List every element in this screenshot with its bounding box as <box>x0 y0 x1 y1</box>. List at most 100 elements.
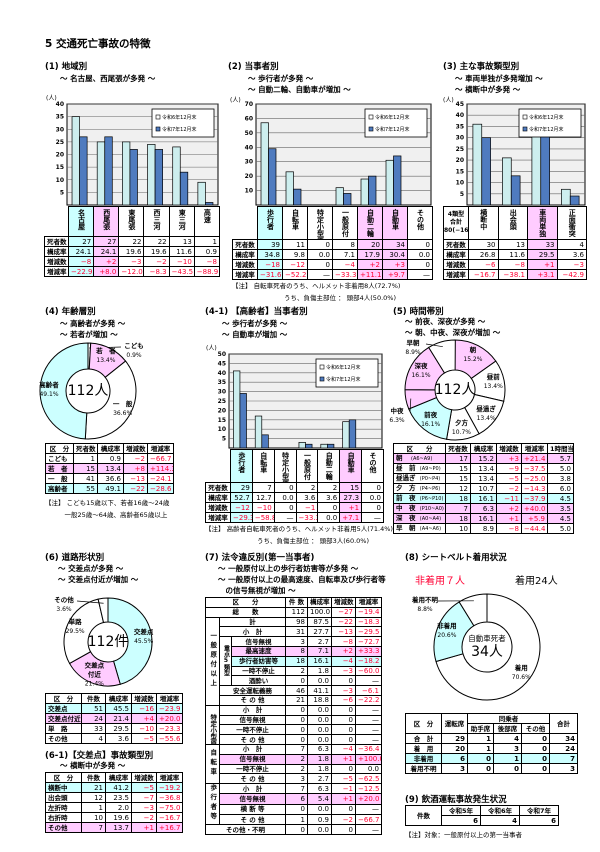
value-cell: 2 <box>285 763 309 775</box>
category-text: 自転車 <box>259 452 268 473</box>
row-label: そ の 他 <box>218 773 287 785</box>
value-cell: −66.7 <box>355 813 383 826</box>
section-subtitle: ～ 朝、中夜、深夜が増加 ～ <box>405 328 501 337</box>
table-row: 一時不停止 2 1.8 0 0.0 <box>206 763 383 775</box>
category-text: 西三河 <box>153 209 162 230</box>
value-cell: −29.5 <box>355 626 383 638</box>
total-cell: 4類型 合計 80(−16) <box>443 206 469 240</box>
value-cell: 13.7 <box>105 822 132 833</box>
column-header: 区 分 <box>393 443 446 454</box>
value-cell: 7 <box>81 822 106 833</box>
chart-table: 名古屋 西尾張 東尾張 西三河 東三河 高速 死者数 27 27 22 22 13 1 構成率 24.1 24… <box>44 206 220 277</box>
value-cell: −29.3 <box>230 512 253 523</box>
category-label: 西尾張 <box>93 206 120 237</box>
y-tick-label: 60 <box>245 115 253 122</box>
table-row: そ の 他 3 2.7 −5 −62.5 <box>206 773 383 785</box>
value-cell: 13.4 <box>470 473 497 484</box>
page-title: 5 交通死亡事故の特徴 <box>45 38 151 50</box>
table-row: 一 般 41 36.6 −13 −24.1 <box>45 473 174 484</box>
category-label: 出会頭 <box>497 206 528 240</box>
table-row: 横断中 21 41.2 −5 −19.2 <box>45 782 183 793</box>
row-label: 合 計 <box>405 733 442 744</box>
segment-percent: 21.4% <box>84 680 104 688</box>
y-tick-label: 10 <box>456 180 464 187</box>
segment-percent: 13.4% <box>96 357 116 365</box>
segment-label: 高齢者 49.1% <box>39 380 59 398</box>
value-cell: 3 <box>285 636 309 647</box>
row-label: そ の 他 <box>218 694 287 706</box>
value-cell: 0 <box>331 803 357 815</box>
value-cell: −33.3 <box>332 269 358 280</box>
value-cell: 5.0 <box>547 463 574 474</box>
y-tick-label: 40 <box>245 144 253 151</box>
value-cell: +4 <box>131 713 157 724</box>
value-cell: −22.9 <box>67 266 95 277</box>
segment-percent: 16.1% <box>411 371 431 379</box>
value-cell: 17.9 <box>357 249 383 260</box>
row-label: 酒酔い <box>230 675 287 687</box>
legend-swatch <box>319 364 325 370</box>
table-row: 右折時 10 19.6 −2 −16.7 <box>45 812 183 823</box>
value-cell: +114.3 <box>147 463 174 474</box>
column-header: 増減数 <box>331 597 357 608</box>
category-label: 一般原付 <box>295 449 319 483</box>
value-cell: −23.3 <box>156 723 183 734</box>
time-range: (P6~P10) <box>419 496 444 502</box>
section-heading: (6-1)【交差点】事故類型別 <box>45 751 154 761</box>
value-cell: 0 <box>307 239 333 250</box>
time-range: (A9~P0) <box>419 466 441 472</box>
value-cell: 1 <box>467 743 494 754</box>
donut-svg <box>404 339 506 441</box>
value-cell: 8.9 <box>470 523 497 534</box>
segment-label: 着用不明 8.8% <box>412 596 438 613</box>
value-cell: 0 <box>285 724 309 736</box>
row-label: 構成率 <box>443 249 469 260</box>
category-label: 西三河 <box>143 206 170 237</box>
table-row: そ の 他 0 0.0 0— <box>206 734 383 745</box>
value-cell: +33.3 <box>355 645 383 657</box>
section-heading: (5) 時間帯別 <box>393 307 444 317</box>
row-label: 一時不停止 <box>218 724 287 736</box>
value-cell: 1 <box>73 453 98 464</box>
value-cell: 17 <box>445 453 471 464</box>
center-total: 34人 <box>471 644 503 660</box>
table-row: 自転車小 計 7 6.3 −4 −36.4 <box>205 743 383 785</box>
value-cell: 26.8 <box>468 249 499 260</box>
category-text: 高速 <box>203 209 212 223</box>
donut-svg <box>63 597 153 687</box>
legend-box <box>151 108 215 138</box>
value-cell: 0 <box>285 734 309 745</box>
value-cell: 98 <box>285 616 309 628</box>
elderly-party-bar-chart: 5 10 15 20 25 30 35 40 45 50 令和6年12月末 令和7年12月末 歩行者 自転… <box>205 350 384 523</box>
value-cell: 33 <box>81 723 106 734</box>
row-label: 信号無視 <box>218 714 287 726</box>
value-cell: +20.0 <box>355 793 383 805</box>
time-range: (A0~A4) <box>419 516 442 522</box>
value-cell: 3.6 <box>317 492 341 503</box>
section-heading: (1) 地域別 <box>45 62 88 72</box>
value-cell: −4 <box>331 743 357 755</box>
value-cell: 7 <box>445 503 471 514</box>
section-subtitle: ～ 高齢者が多発 ～ <box>60 319 126 328</box>
column-header: 増減率 <box>147 443 174 454</box>
bar-r7 <box>348 419 357 449</box>
column-header: 増減率 <box>156 772 183 783</box>
section-subtitle: ～ 名古屋、西尾張が多発 ～ <box>60 74 156 83</box>
section-subtitle: ～ 若者が増加 ～ <box>60 330 118 339</box>
y-tick-label: 40 <box>218 370 226 377</box>
leader-line <box>76 600 104 604</box>
value-cell: 0 <box>331 675 357 687</box>
value-cell: −58.8 <box>251 512 275 523</box>
value-cell: 16.1 <box>307 655 333 667</box>
row-label: 一時不停止 <box>230 665 287 677</box>
value-cell: −27 <box>331 606 357 618</box>
segment-percent: 49.1% <box>39 390 59 398</box>
row-label: 中 夜 (P10~A0) <box>393 503 446 514</box>
value-cell: 4 <box>480 815 520 826</box>
value-cell: +5.9 <box>521 513 548 524</box>
value-cell: 41 <box>73 473 98 484</box>
section-heading: (4) 年齢層別 <box>45 307 96 317</box>
intersection-type-table: 区 分件数 構成率 増減数 増減率 横断中 21 41.2 −5 −19.2 出会頭 12 23.5−… <box>45 772 183 833</box>
value-cell: 0.0 <box>307 249 333 260</box>
value-cell: −8 <box>497 259 528 270</box>
